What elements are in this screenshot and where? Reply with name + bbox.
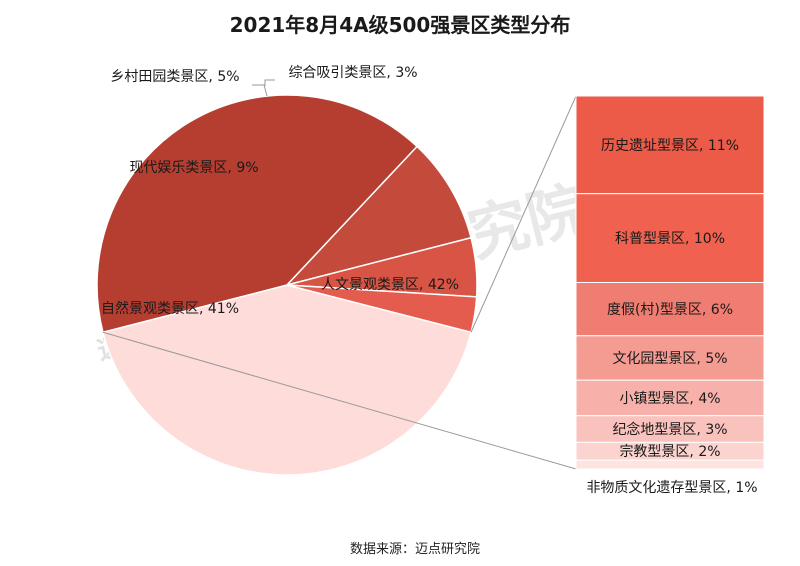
bar-label-非物质文化遗存型景区-1: 非物质文化遗存型景区, 1% (586, 480, 757, 496)
bar-segment-文化园型景区-5 (575, 335, 765, 381)
bar-label-小镇型景区-4: 小镇型景区, 4% (619, 391, 720, 407)
bar-label-科普型景区-10: 科普型景区, 10% (615, 231, 725, 247)
pie-label-现代娱乐类景区-9: 现代娱乐类景区, 9% (129, 160, 258, 176)
bar-segment-纪念地型景区-3 (575, 415, 765, 443)
bar-label-纪念地型景区-3: 纪念地型景区, 3% (612, 421, 727, 438)
labels-group: 人文景观类景区, 42% 自然景观类景区, 41% 现代娱乐类景区, 9% 乡村田园类… (101, 65, 758, 496)
bar-segment-小镇型景区-4 (575, 379, 765, 417)
bar-segment-非物质文化遗存型景区-1 (575, 459, 765, 470)
connector-top (470, 95, 577, 333)
bar-label-宗教型景区-2: 宗教型景区, 2% (619, 444, 720, 460)
pie-label-人文景观类景区-42: 人文景观类景区, 42% (321, 277, 459, 293)
pie-label-乡村田园类景区-5: 乡村田园类景区, 5% (110, 69, 239, 85)
pie-slice-人文景观类景区-42 (102, 284, 472, 476)
stacked-bar-group (575, 95, 765, 470)
bar-label-历史遗址型景区-11: 历史遗址型景区, 11% (601, 138, 739, 154)
pie-group (96, 94, 478, 476)
bar-segment-历史遗址型景区-11 (575, 95, 765, 195)
pie-label-自然景观类景区-41: 自然景观类景区, 41% (101, 300, 239, 317)
pie-slice-现代娱乐类景区-9 (284, 145, 472, 287)
chart-title: 2021年8月4A级500强景区类型分布 (230, 13, 571, 37)
leader-line (252, 84, 268, 97)
bar-segment-科普型景区-10 (575, 193, 765, 283)
connector-bottom (102, 331, 577, 470)
bar-segment-度假-村-型景区-6 (575, 282, 765, 337)
pie-label-综合吸引类景区-3: 综合吸引类景区, 3% (288, 65, 417, 81)
pie-slice-自然景观类景区-41 (96, 94, 419, 334)
source-note: 数据来源：迈点研究院 (350, 542, 480, 557)
leader-line (264, 79, 275, 86)
bar-label-度假-村-型景区-6: 度假(村)型景区, 6% (607, 302, 733, 318)
bar-label-文化园型景区-5: 文化园型景区, 5% (612, 351, 727, 367)
connector-lines (102, 95, 577, 470)
